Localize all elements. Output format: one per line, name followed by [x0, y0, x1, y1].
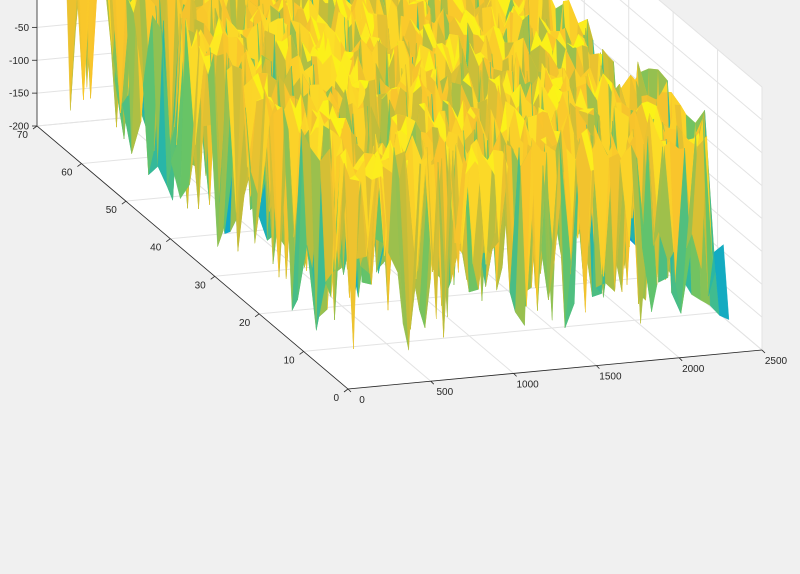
x-tick-label: 1500	[599, 372, 622, 383]
y-axis-line	[36, 125, 349, 390]
z-tick-label: -50	[15, 23, 30, 34]
x-tick-label: 1000	[516, 379, 539, 390]
y-tick-label: 60	[61, 168, 73, 179]
grid-line-z-side	[580, 0, 763, 154]
x-axis-line	[347, 349, 763, 390]
y-tick-label: 50	[106, 205, 118, 216]
x-tick-label: 2000	[682, 364, 705, 375]
z-tick-label: -200	[9, 122, 29, 133]
x-tick-mark	[678, 357, 683, 362]
y-tick-mark	[210, 275, 215, 280]
z-tick-label: 0	[23, 0, 29, 1]
z-tick-label: -150	[9, 89, 29, 100]
grid-line-z-side	[658, 0, 763, 88]
grid-line-z-side	[619, 0, 763, 121]
axes-box	[36, 0, 763, 390]
grid-line-y-floor	[303, 311, 718, 352]
x-tick-mark	[347, 388, 352, 393]
y-tick-mark	[299, 351, 304, 355]
y-tick-mark	[77, 163, 82, 167]
y-tick-mark	[32, 125, 38, 130]
y-tick-label: 0	[333, 393, 339, 404]
surface-mesh	[66, 0, 730, 351]
axis-ticks: 0 500 1000 1500 2000 2500 0 10 20 30 40 50 60 70-200 -…	[9, 0, 788, 406]
y-tick-mark	[166, 238, 171, 243]
surface-facet	[90, 0, 97, 99]
surface-facet	[713, 244, 730, 320]
x-tick-label: 2500	[765, 356, 788, 367]
x-tick-mark	[513, 373, 517, 377]
surface-facet	[129, 0, 133, 4]
y-tick-label: 20	[239, 318, 251, 329]
z-tick-label: -100	[9, 56, 29, 67]
x-tick-mark	[761, 349, 766, 354]
y-tick-mark	[121, 200, 127, 205]
x-tick-mark	[596, 365, 600, 369]
y-tick-label: 70	[17, 130, 29, 141]
x-tick-label: 500	[436, 387, 453, 398]
x-tick-mark	[430, 380, 435, 385]
y-tick-label: 40	[150, 243, 162, 254]
y-tick-label: 30	[195, 280, 207, 291]
x-tick-label: 0	[359, 395, 365, 406]
surface-facet	[83, 0, 90, 100]
y-tick-mark	[343, 388, 349, 393]
y-tick-label: 10	[283, 355, 295, 366]
y-tick-mark	[254, 313, 260, 318]
surface-facet	[120, 0, 133, 113]
